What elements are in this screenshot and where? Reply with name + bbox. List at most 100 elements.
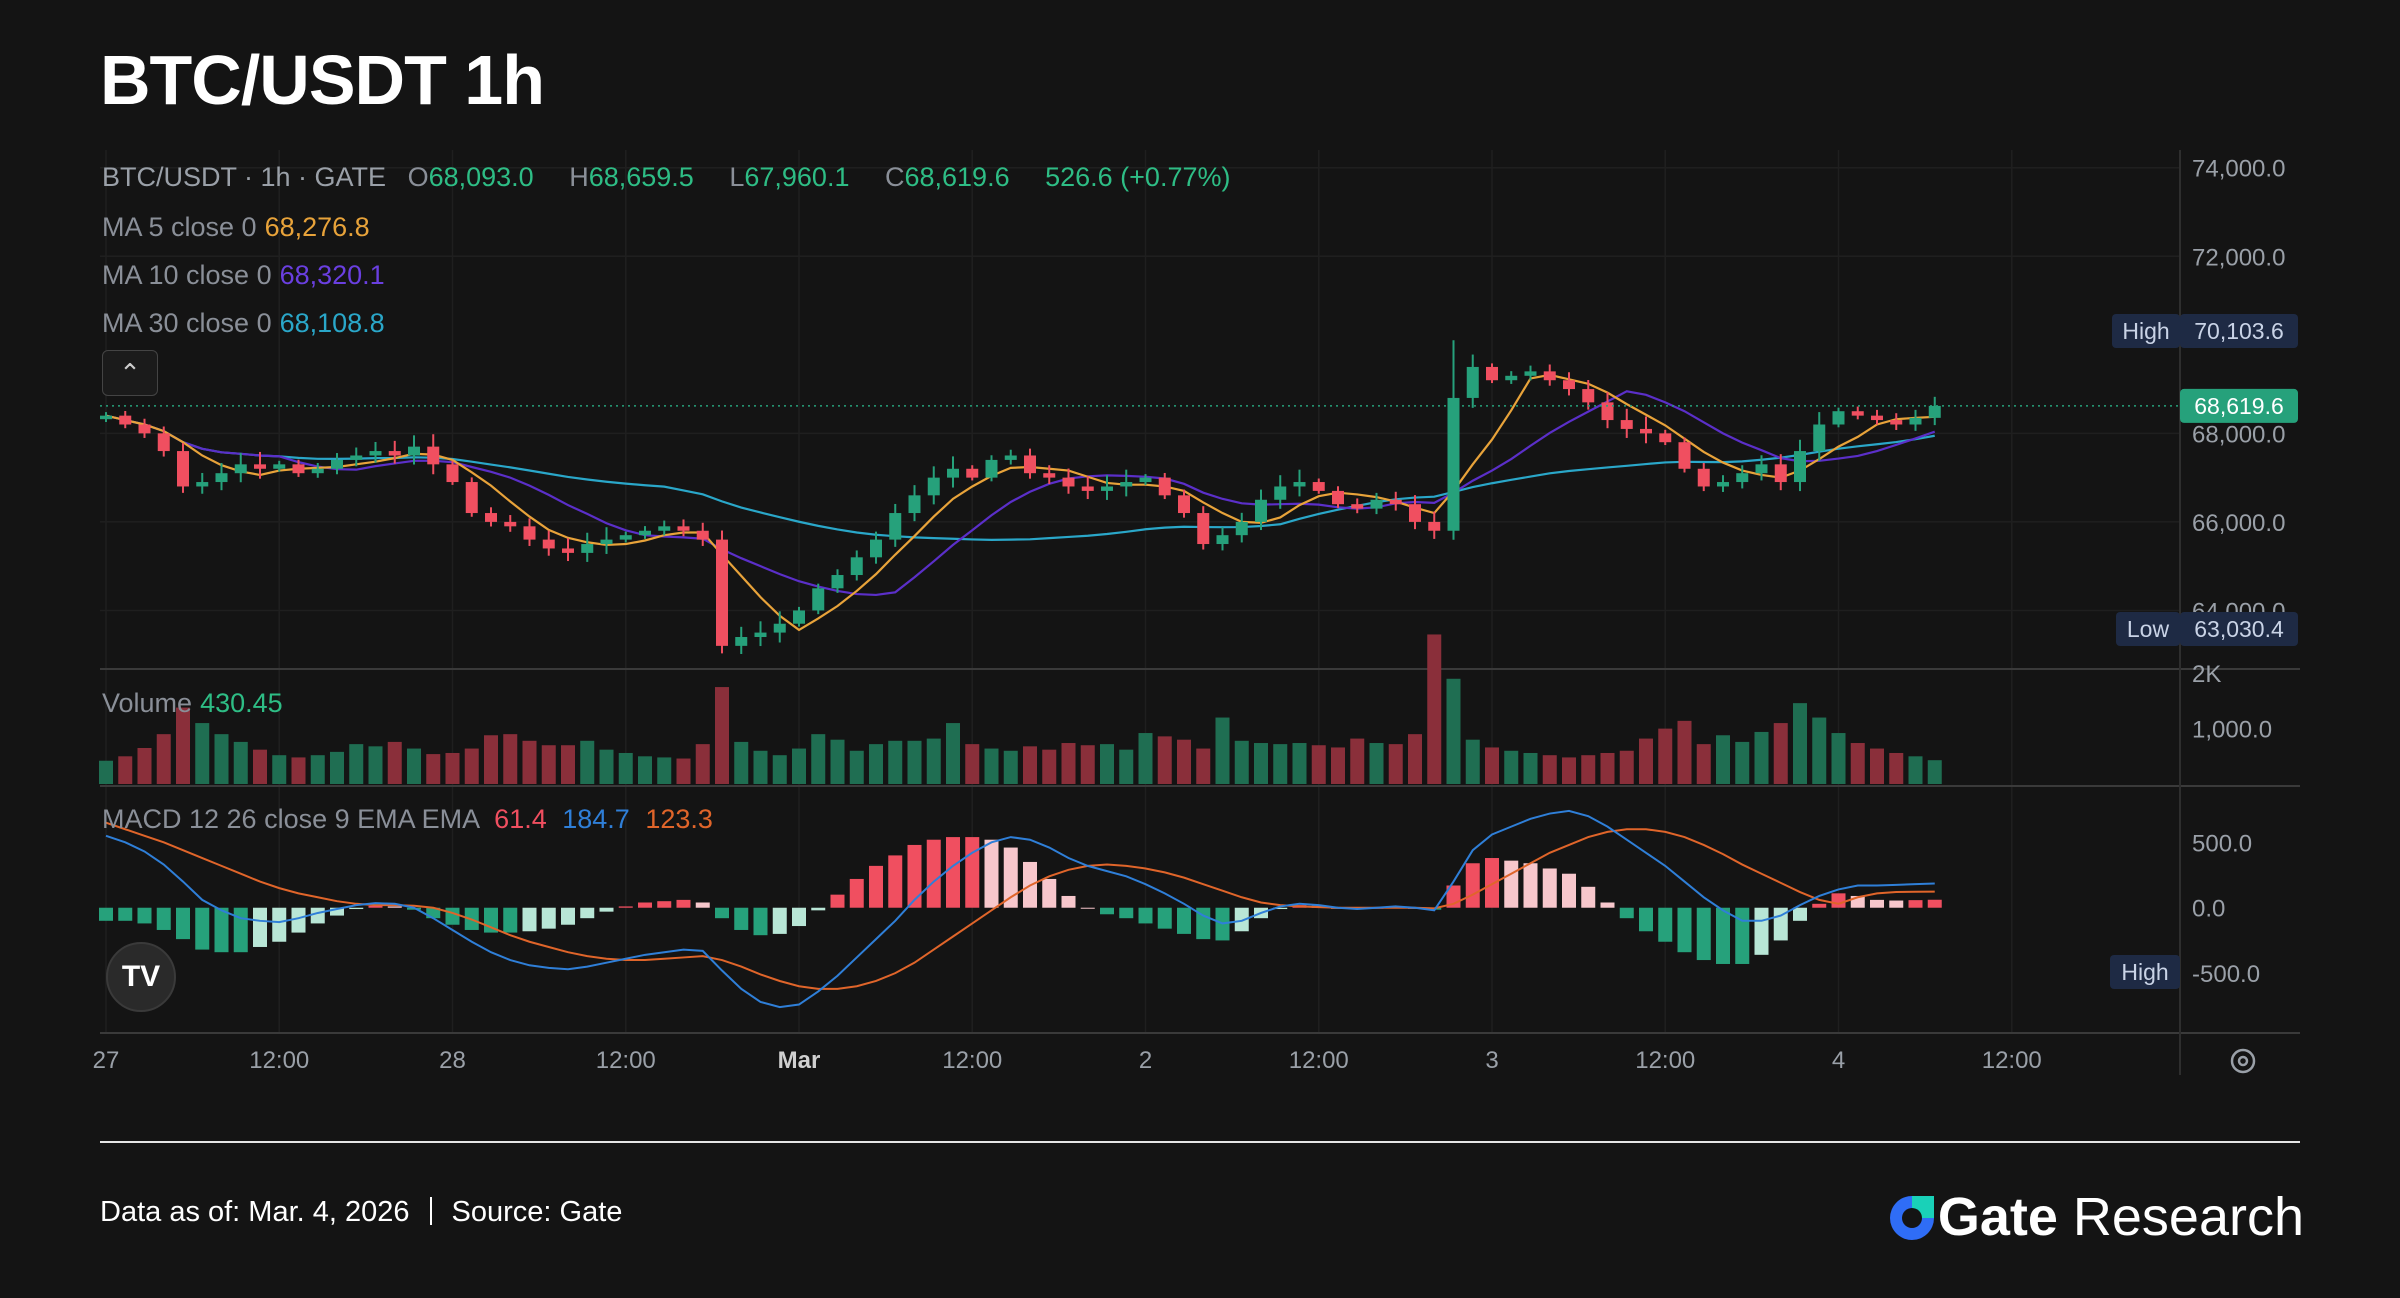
macd-hist-bar — [1831, 893, 1846, 908]
time-tick-label: 3 — [1485, 1047, 1498, 1074]
candle-body — [600, 539, 613, 545]
volume-bar — [1773, 723, 1788, 784]
candle-body — [1178, 495, 1190, 514]
candle-body — [1235, 521, 1248, 536]
macd-hist-bar — [1485, 858, 1499, 908]
macd-hist-bar — [869, 865, 883, 908]
macd-hist-bar — [1658, 907, 1673, 942]
volume-bar — [118, 756, 133, 784]
symbol-label: BTC/USDT · 1h · GATE — [102, 162, 387, 192]
candle-body — [1293, 482, 1306, 487]
candle-body — [311, 468, 324, 474]
svg-text:63,030.4: 63,030.4 — [2194, 616, 2284, 642]
macd-hist-bar — [176, 907, 190, 940]
macd-hist-bar — [1138, 907, 1153, 924]
macd-hist-bar — [1793, 907, 1807, 921]
volume-bar — [1023, 746, 1037, 784]
volume-bar — [1234, 740, 1249, 784]
macd-hist-bar — [965, 837, 980, 908]
macd-hist-bar — [792, 907, 806, 927]
macd-hist-bar — [1003, 847, 1018, 908]
candle-body — [966, 468, 979, 478]
macd-hist-bar — [310, 907, 325, 924]
macd-hist-bar — [1504, 860, 1519, 908]
candles — [100, 340, 1941, 655]
macd-tick-label: 0.0 — [2192, 896, 2225, 923]
volume-bar — [849, 750, 864, 784]
macd-hist-bar — [1196, 907, 1211, 940]
candle-body — [1543, 371, 1556, 381]
volume-bar — [580, 740, 595, 784]
candle-body — [1466, 366, 1479, 398]
moving-average-lines — [105, 373, 1936, 632]
volume-bar — [638, 756, 652, 784]
candle-body — [1697, 468, 1710, 487]
price-tick-label: 66,000.0 — [2192, 510, 2285, 537]
candle-body — [1409, 504, 1421, 522]
candle-body — [1062, 477, 1075, 487]
macd-hist-bar — [214, 907, 229, 953]
macd-hist-bar — [1523, 863, 1538, 908]
data-as-of: Data as of: Mar. 4, 2026 — [100, 1196, 410, 1228]
volume-bar — [1562, 757, 1576, 784]
candle-body — [1389, 499, 1402, 505]
time-tick-label: 12:00 — [1289, 1047, 1349, 1074]
volume-bar — [137, 748, 152, 784]
candle-body — [1928, 405, 1941, 418]
volume-bar — [1927, 760, 1942, 784]
price-badges: High 70,103.6 Low 63,030.4 68,619.6 High — [100, 314, 2298, 989]
candle-body — [215, 473, 228, 483]
macd-hist-bar — [618, 906, 633, 908]
macd-hist-bar — [580, 907, 595, 919]
macd-hist-bar — [926, 839, 941, 908]
macd-hist-bar — [1619, 907, 1634, 919]
svg-text:68,619.6: 68,619.6 — [2194, 393, 2284, 419]
candle-body — [1524, 371, 1537, 376]
ma10-legend: MA 10 close 0 68,320.1 — [102, 260, 385, 290]
svg-text:Low: Low — [2127, 616, 2170, 642]
candle-body — [812, 588, 825, 611]
volume-bar — [1446, 678, 1461, 784]
candle-body — [1139, 477, 1152, 483]
volume-bar — [291, 757, 306, 784]
candle-body — [196, 482, 209, 487]
time-tick-label: 12:00 — [1982, 1047, 2042, 1074]
volume-bar — [1793, 703, 1807, 784]
candle-body — [1043, 473, 1056, 478]
high-label-badge: High — [2112, 314, 2180, 348]
candle-body — [696, 530, 709, 540]
candle-body — [1274, 486, 1287, 500]
candle-body — [1505, 375, 1518, 381]
volume-bar — [1100, 744, 1114, 784]
time-tick-label: 12:00 — [596, 1047, 656, 1074]
volume-bar — [1639, 738, 1653, 784]
volume-bar — [272, 755, 287, 784]
volume-bar — [407, 748, 421, 784]
volume-bar — [541, 745, 556, 784]
volume-bar — [1196, 748, 1211, 784]
volume-bar — [445, 752, 460, 784]
ma30-line — [105, 414, 1935, 542]
volume-bar — [830, 739, 845, 784]
time-tick-label: 12:00 — [942, 1047, 1002, 1074]
macd-hist-bar — [1735, 907, 1750, 964]
candle-body — [388, 451, 401, 456]
volume-bar — [1523, 752, 1538, 784]
candle-body — [1312, 482, 1325, 491]
macd-hist-bar — [888, 855, 903, 908]
candle-body — [1890, 420, 1903, 425]
candle-body — [177, 451, 189, 487]
volume-bar — [618, 752, 633, 784]
volume-bar — [984, 748, 999, 784]
settings-gear-icon[interactable] — [2226, 1044, 2260, 1078]
volume-bar — [1408, 734, 1422, 784]
candle-body — [485, 513, 497, 522]
volume-bar — [1735, 741, 1750, 784]
open-value: 68,093.0 — [428, 162, 534, 192]
volume-bar — [1581, 755, 1596, 784]
macd-tick-label: -500.0 — [2192, 961, 2260, 988]
candle-body — [889, 513, 902, 540]
collapse-legend-button[interactable]: ⌃ — [102, 350, 158, 396]
volume-bar — [695, 744, 710, 784]
